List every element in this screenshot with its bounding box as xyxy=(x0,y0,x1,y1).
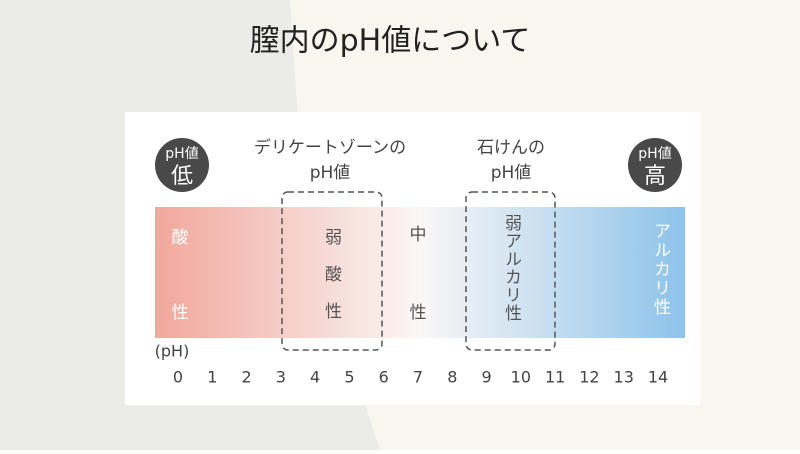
label: 石けんの xyxy=(477,138,545,158)
dashed-box xyxy=(281,191,383,351)
dashed-box xyxy=(465,191,556,351)
label: pH値 xyxy=(310,163,351,183)
title: 膣内のpH値について xyxy=(250,24,531,59)
zone-text: 性 xyxy=(410,303,427,323)
zone-text: 性 xyxy=(172,303,189,323)
tick-label: 2 xyxy=(241,368,251,387)
low-badge xyxy=(155,138,209,192)
zone-text: 弱酸性 xyxy=(321,228,342,339)
badge-text: pH値 xyxy=(165,146,198,162)
ph-bar xyxy=(155,207,685,338)
tick-label: 13 xyxy=(614,368,634,387)
tick-label: 7 xyxy=(413,368,423,387)
high-badge xyxy=(628,138,682,192)
tick-label: 8 xyxy=(447,368,457,387)
badge-text: 高 xyxy=(644,164,666,189)
tick-label: 1 xyxy=(207,368,217,387)
tick-label: 6 xyxy=(379,368,389,387)
zone-text: 中 xyxy=(410,225,427,245)
tick-label: 3 xyxy=(276,368,286,387)
zone-text: 弱アルカリ性 xyxy=(501,214,522,322)
label: pH値 xyxy=(491,163,532,183)
tick-row: 0 1 2 3 4 5 6 7 8 9 10 11 12 13 14 xyxy=(173,368,668,387)
zone-text: 酸 xyxy=(172,228,189,248)
badge-text: 低 xyxy=(171,164,193,189)
tick-label: 10 xyxy=(511,368,531,387)
zone-text: アルカリ性 xyxy=(650,222,671,317)
tick-label: 12 xyxy=(579,368,599,387)
tick-label: 4 xyxy=(310,368,320,387)
tick-label: 11 xyxy=(545,368,565,387)
unit: (pH) xyxy=(155,342,190,361)
label: デリケートゾーンの xyxy=(254,137,406,158)
tick-label: 0 xyxy=(173,368,183,387)
tick-label: 9 xyxy=(481,368,491,387)
tick-label: 5 xyxy=(344,368,354,387)
badge-text: pH値 xyxy=(638,146,671,162)
tick-label: 14 xyxy=(648,368,668,387)
